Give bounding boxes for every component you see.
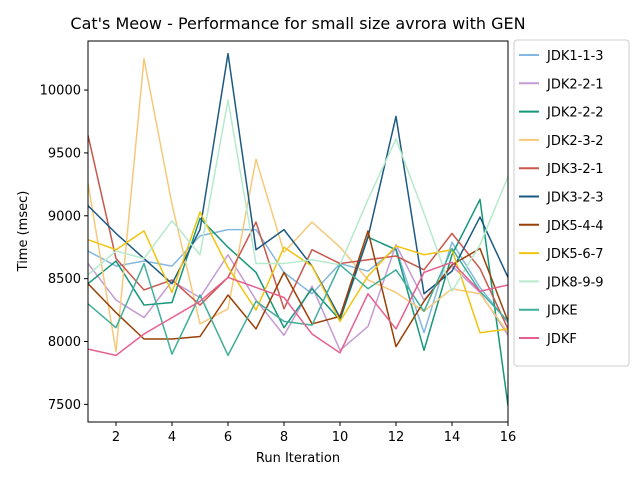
- plot-frame: [87, 40, 509, 423]
- x-tick-label: 8: [280, 430, 288, 445]
- x-tick-label: 2: [112, 430, 120, 445]
- series-line-jdk2-2-2: [88, 198, 508, 406]
- y-tick-label: 9500: [48, 146, 81, 161]
- legend-entry: JDK5-6-7: [546, 247, 604, 262]
- series-line-jdk1-1-3: [88, 228, 508, 334]
- legend-frame: [513, 39, 630, 367]
- legend-entry: JDK2-3-2: [546, 134, 604, 149]
- legend-entry: JDK2-2-2: [546, 106, 604, 121]
- series-line-jdk2-3-2: [88, 57, 508, 353]
- y-tick-label: 8500: [48, 272, 81, 287]
- legend-entry: JDK5-4-4: [546, 219, 604, 234]
- legend-entry: JDK2-2-1: [546, 77, 604, 92]
- x-tick-label: 14: [444, 430, 461, 445]
- y-tick-label: 8000: [48, 335, 81, 350]
- y-tick-label: 10000: [40, 84, 81, 99]
- series-line-jdk3-2-1: [88, 135, 508, 330]
- series-line-jdk8-9-9: [88, 99, 508, 292]
- legend-entry: JDK3-2-1: [546, 162, 604, 177]
- x-tick-label: 6: [224, 430, 232, 445]
- x-tick-label: 4: [168, 430, 176, 445]
- y-tick-label: 9000: [48, 209, 81, 224]
- legend-entry: JDK1-1-3: [546, 49, 604, 64]
- x-tick-label: 10: [332, 430, 349, 445]
- legend-entry: JDK3-2-3: [546, 191, 604, 206]
- y-axis-ticks: 7500 8000 8500 9000 9500 10000: [40, 84, 88, 413]
- legend-entry: JDKF: [546, 332, 577, 347]
- legend-entry: JDK8-9-9: [546, 275, 604, 290]
- series-line-jdk5-4-4: [88, 230, 508, 348]
- legend: JDK1-1-3 JDK2-2-1 JDK2-2-2 JDK2-3-2 JDK3-2-1…: [513, 39, 630, 367]
- y-tick-label: 7500: [48, 398, 81, 413]
- series-line-jdke: [88, 247, 508, 357]
- x-tick-label: 12: [388, 430, 405, 445]
- x-axis-ticks: 2 4 6 8 10 12 14 16: [112, 422, 516, 445]
- y-axis-label: Time (msec): [16, 191, 31, 273]
- plot-lines: [88, 52, 508, 406]
- chart-title: Cat's Meow - Performance for small size …: [70, 14, 525, 33]
- x-tick-label: 16: [500, 430, 517, 445]
- series-line-jdkf: [88, 261, 508, 357]
- x-axis-label: Run Iteration: [256, 451, 340, 466]
- legend-entry: JDKE: [546, 304, 578, 319]
